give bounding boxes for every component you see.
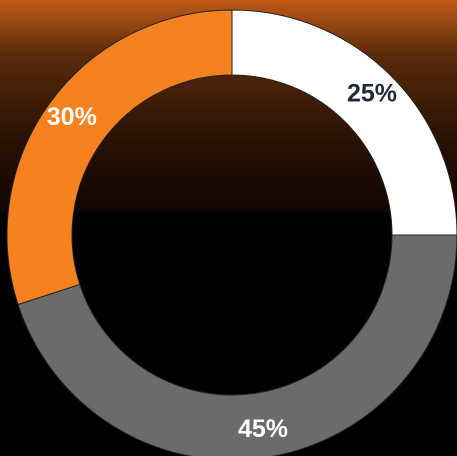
donut-segment xyxy=(17,234,457,456)
data-label: 25% xyxy=(347,80,397,108)
donut: 25% 45% 30% xyxy=(6,9,457,456)
data-label: 30% xyxy=(47,103,97,131)
donut-segment xyxy=(6,9,233,306)
data-label: 45% xyxy=(238,415,288,443)
